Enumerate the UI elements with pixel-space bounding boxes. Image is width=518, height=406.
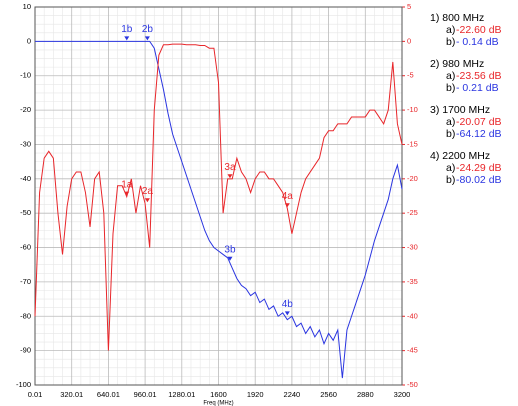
marker [144, 198, 150, 203]
marker-label: 1b [121, 24, 133, 35]
y2-tick-label: -50 [407, 380, 418, 389]
x-tick-label: 0.01 [28, 390, 43, 399]
readout-prefix: a) [446, 70, 455, 82]
readout-value: -23.56 dB [456, 70, 502, 82]
readout-value: -20.07 dB [456, 116, 502, 128]
y-tick-label: -60 [20, 243, 31, 252]
x-tick-label: 1600 [210, 390, 227, 399]
x-tick-label: 2240 [284, 390, 301, 399]
series-line [34, 43, 403, 351]
marker [124, 191, 130, 196]
readout-header: 1) 800 MHz [430, 12, 484, 24]
marker [227, 174, 233, 179]
y-tick-label: -50 [20, 208, 31, 217]
y-tick-label: -70 [20, 277, 31, 286]
marker-label: 3a [224, 162, 236, 173]
y2-tick-label: 5 [407, 2, 411, 11]
marker-label: 2a [142, 186, 154, 197]
x-tick-label: 1280.01 [168, 390, 195, 399]
marker-label: 2b [142, 24, 154, 35]
marker [227, 256, 233, 261]
y-tick-label: -20 [20, 105, 31, 114]
y-tick-label: -10 [20, 71, 31, 80]
readout-value: -64.12 dB [456, 128, 502, 140]
marker [284, 311, 290, 316]
y-tick-label: 0 [27, 36, 31, 45]
y2-tick-label: -30 [407, 243, 418, 252]
x-tick-label: 1920 [247, 390, 264, 399]
y-tick-label: -90 [20, 346, 31, 355]
x-tick-label: 2880 [357, 390, 374, 399]
readout-prefix: a) [446, 116, 455, 128]
marker-label: 1a [121, 179, 133, 190]
readout-value: - 0.21 dB [456, 82, 499, 94]
y2-tick-label: -20 [407, 174, 418, 183]
readout-prefix: a) [446, 24, 455, 36]
y2-tick-label: -25 [407, 208, 418, 217]
marker [124, 36, 130, 41]
readout-prefix: b) [446, 82, 455, 94]
readout-value: -80.02 dB [456, 174, 502, 186]
readout-value: -24.29 dB [456, 162, 502, 174]
y-tick-label: -100 [16, 380, 31, 389]
y2-tick-label: -5 [407, 71, 414, 80]
readout-header: 2) 980 MHz [430, 58, 484, 70]
marker [284, 203, 290, 208]
x-tick-label: 960.01 [134, 390, 157, 399]
y2-tick-label: -15 [407, 139, 418, 148]
marker-label: 3b [224, 244, 236, 255]
x-tick-label: 640.01 [97, 390, 120, 399]
readout-value: - 0.14 dB [456, 36, 499, 48]
readout-prefix: b) [446, 36, 455, 48]
readout-header: 3) 1700 MHz [430, 104, 490, 116]
y2-tick-label: -40 [407, 311, 418, 320]
y2-tick-label: 0 [407, 36, 411, 45]
readout-header: 4) 2200 MHz [430, 150, 490, 162]
series-line [35, 40, 403, 379]
x-tick-label: 3200 [394, 390, 411, 399]
y2-tick-label: -35 [407, 277, 418, 286]
y2-tick-label: -45 [407, 346, 418, 355]
marker-label: 4a [282, 191, 294, 202]
marker [144, 36, 150, 41]
y-tick-label: -40 [20, 174, 31, 183]
readout-value: -22.60 dB [456, 24, 502, 36]
y-tick-label: -30 [20, 139, 31, 148]
y-tick-label: 10 [23, 2, 31, 11]
plot-frame [34, 6, 403, 386]
readout-prefix: b) [446, 128, 455, 140]
readout-prefix: a) [446, 162, 455, 174]
x-tick-label: 2560 [320, 390, 337, 399]
x-axis-label: Freq (MHz) [203, 401, 233, 406]
readout-prefix: b) [446, 174, 455, 186]
x-tick-label: 320.01 [60, 390, 83, 399]
y2-tick-label: -10 [407, 105, 418, 114]
marker-label: 4b [282, 299, 294, 310]
y-tick-label: -80 [20, 311, 31, 320]
